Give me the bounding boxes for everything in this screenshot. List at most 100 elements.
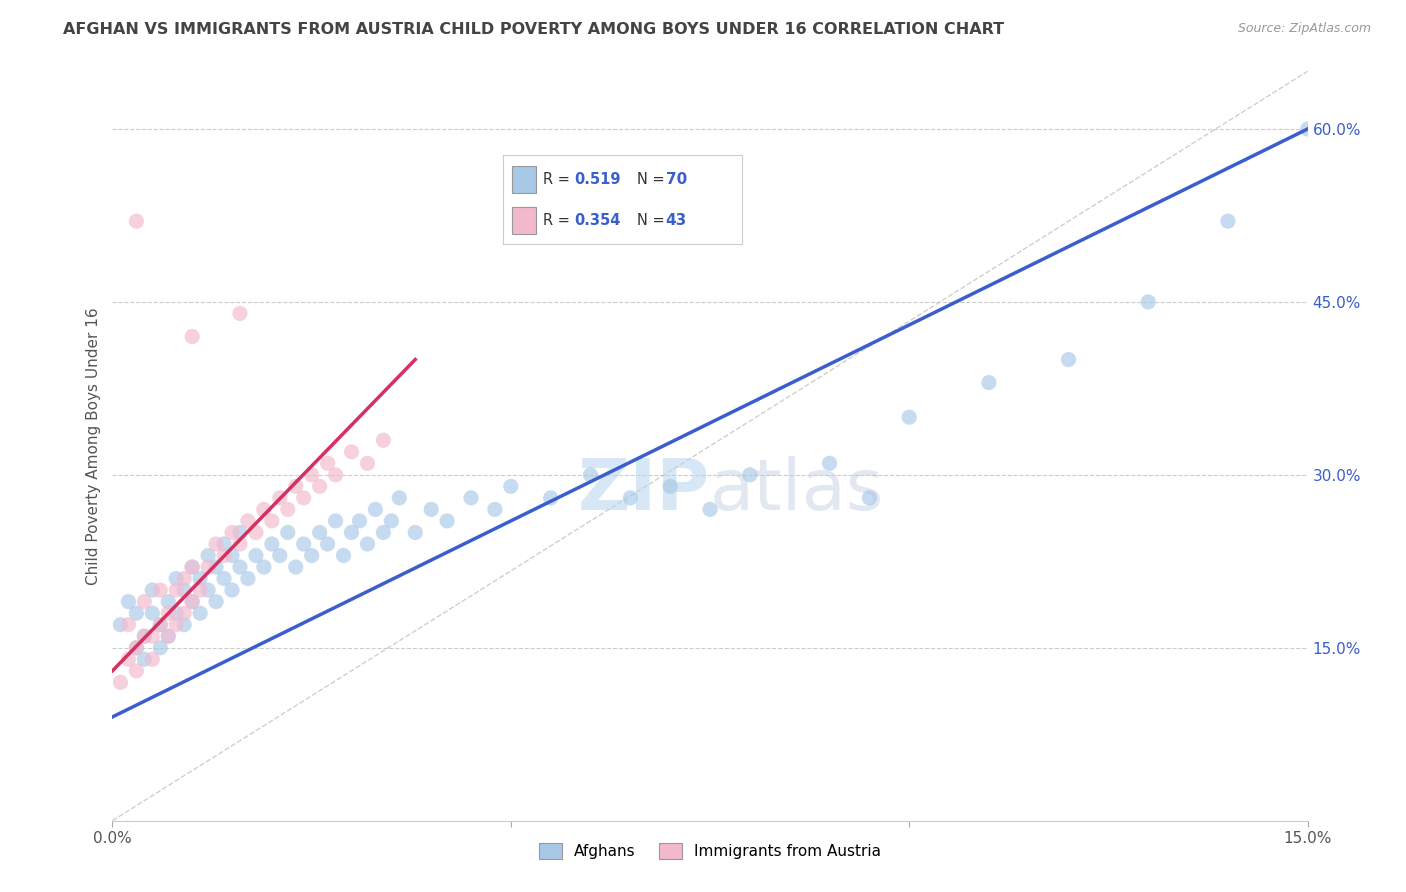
Point [141,583,163,598]
FancyBboxPatch shape [512,207,536,234]
Text: 43: 43 [665,213,688,227]
Point [181,560,204,574]
Point [125,640,148,655]
Point [349,514,371,528]
Point [325,514,347,528]
Point [157,606,180,620]
Point [373,525,395,540]
Point [149,640,172,655]
Point [420,502,443,516]
Point [212,549,235,563]
Point [188,583,211,598]
Text: N =: N = [637,172,669,186]
Point [292,537,315,551]
Point [181,560,204,574]
Point [659,479,682,493]
Point [284,479,307,493]
Point [212,572,235,586]
Point [1057,352,1080,367]
Point [197,549,219,563]
Text: R =: R = [543,172,575,186]
Point [699,502,721,516]
Point [157,594,180,608]
Point [141,629,163,643]
Point [1137,294,1160,309]
Point [540,491,562,505]
Point [149,617,172,632]
Point [117,617,139,632]
Point [738,467,761,482]
Point [236,514,259,528]
Point [316,456,339,470]
Point [269,491,291,505]
Point [212,537,235,551]
Point [173,617,195,632]
Point [818,456,841,470]
Point [149,617,172,632]
Point [619,491,641,505]
Point [117,594,139,608]
Point [221,549,243,563]
Point [157,629,180,643]
Point [253,560,276,574]
Point [197,583,219,598]
Text: AFGHAN VS IMMIGRANTS FROM AUSTRIA CHILD POVERTY AMONG BOYS UNDER 16 CORRELATION : AFGHAN VS IMMIGRANTS FROM AUSTRIA CHILD … [63,22,1004,37]
Point [316,537,339,551]
Point [301,549,323,563]
Point [484,502,506,516]
Point [245,525,267,540]
Point [260,514,283,528]
Point [125,640,148,655]
Point [373,434,395,448]
Point [253,502,276,516]
Point [197,560,219,574]
Y-axis label: Child Poverty Among Boys Under 16: Child Poverty Among Boys Under 16 [86,307,101,585]
Point [499,479,522,493]
Point [229,306,252,320]
Point [134,652,156,666]
Point [292,491,315,505]
Point [165,583,187,598]
Point [181,594,204,608]
Point [221,583,243,598]
Point [173,583,195,598]
Point [858,491,880,505]
Point [1296,122,1319,136]
Point [181,594,204,608]
Point [380,514,402,528]
Point [1216,214,1239,228]
Point [284,560,307,574]
Point [301,467,323,482]
Point [364,502,387,516]
Point [205,594,228,608]
Point [325,467,347,482]
Point [188,572,211,586]
Point [269,549,291,563]
Point [356,456,378,470]
Text: 70: 70 [665,172,688,186]
Text: atlas: atlas [710,457,884,525]
Point [125,214,148,228]
Point [898,410,921,425]
Point [165,617,187,632]
Point [436,514,458,528]
Point [277,525,299,540]
Text: ZIP: ZIP [578,457,710,525]
Point [221,525,243,540]
Text: Source: ZipAtlas.com: Source: ZipAtlas.com [1237,22,1371,36]
Point [236,572,259,586]
Point [229,525,252,540]
Point [205,537,228,551]
Point [277,502,299,516]
Point [125,606,148,620]
Text: 0.354: 0.354 [575,213,621,227]
Point [205,560,228,574]
Point [188,606,211,620]
Point [356,537,378,551]
Point [141,652,163,666]
Text: 0.519: 0.519 [575,172,621,186]
Point [229,537,252,551]
FancyBboxPatch shape [512,166,536,193]
Point [404,525,426,540]
Legend: Afghans, Immigrants from Austria: Afghans, Immigrants from Austria [533,838,887,865]
